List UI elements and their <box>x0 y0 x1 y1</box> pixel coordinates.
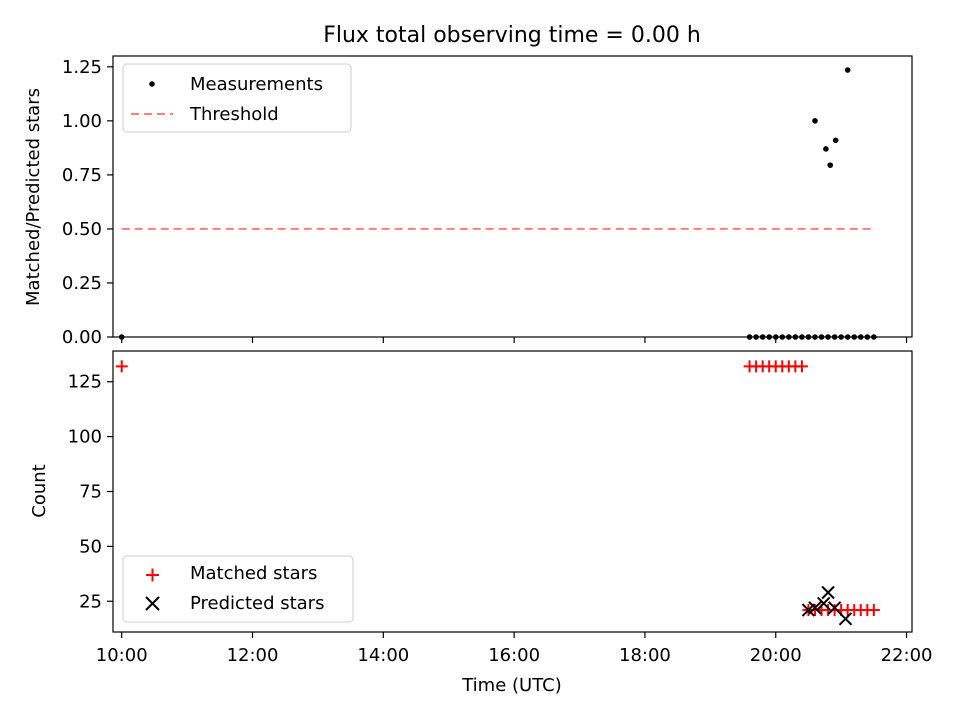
bottom-x-tick-label: 18:00 <box>619 645 671 666</box>
measurement-point <box>799 334 805 340</box>
matched-stars-legend-label: Matched stars <box>190 563 317 584</box>
predicted-stars-legend-label: Predicted stars <box>190 593 324 614</box>
measurement-point <box>805 334 812 340</box>
measurement-point <box>864 334 871 340</box>
measurement-point <box>825 334 831 340</box>
bottom-y-tick-label: 50 <box>79 536 102 557</box>
measurement-point <box>857 334 864 340</box>
measurement-point <box>838 334 844 340</box>
top-y-tick-label: 0.50 <box>62 219 102 240</box>
measurements-legend-label: Measurements <box>190 74 323 95</box>
threshold-legend-label: Threshold <box>189 104 279 125</box>
matched-star-point <box>867 604 880 617</box>
measurement-point <box>818 334 825 340</box>
measurement-point <box>766 334 773 340</box>
bottom-legend: Matched stars Predicted stars <box>122 555 354 623</box>
measurement-point <box>786 334 792 340</box>
predicted-star-point <box>816 596 831 611</box>
matched-star-point <box>795 360 808 373</box>
measurement-point <box>772 334 779 340</box>
matched-star-point <box>115 360 128 373</box>
bottom-y-tick-label: 75 <box>79 482 102 503</box>
bottom-x-tick-label: 14:00 <box>357 645 409 666</box>
top-y-tick-label: 0.75 <box>62 165 102 186</box>
measurement-point <box>759 334 766 340</box>
measurement-point <box>844 67 851 73</box>
predicted-star-point <box>821 585 835 600</box>
bottom-y-tick-label: 100 <box>68 427 102 448</box>
measurement-point <box>832 137 839 144</box>
bottom-y-tick-label: 125 <box>68 372 102 393</box>
top-y-tick-label: 1.25 <box>62 57 102 78</box>
top-legend-box <box>122 63 352 133</box>
measurements-legend-marker <box>149 81 155 87</box>
measurement-point <box>823 146 829 152</box>
bottom-y-axis-label: Count <box>29 464 50 517</box>
predicted-stars-legend-marker <box>145 596 160 611</box>
measurement-point <box>792 334 799 340</box>
measurement-point <box>831 334 838 340</box>
bottom-legend-box <box>122 555 354 623</box>
matched-stars-legend-marker <box>146 568 159 582</box>
measurement-point <box>851 334 858 340</box>
bottom-x-tick-label: 20:00 <box>750 645 802 666</box>
measurement-point <box>871 334 877 340</box>
top-axes-frame <box>112 55 913 338</box>
top-y-tick-label: 0.25 <box>62 273 102 294</box>
measurement-point <box>812 334 818 340</box>
top-y-axis-label: Matched/Predicted stars <box>23 88 44 306</box>
bottom-x-tick-label: 12:00 <box>227 645 279 666</box>
predicted-star-point <box>808 601 822 615</box>
measurement-point <box>746 334 753 340</box>
measurement-point <box>827 162 834 168</box>
top-y-tick-label: 0.00 <box>62 327 102 348</box>
measurement-point <box>812 118 818 124</box>
top-y-tick-label: 1.00 <box>62 111 102 132</box>
bottom-y-tick-label: 25 <box>79 591 102 612</box>
top-plot-area: 0.00 0.25 0.50 0.75 1.00 1.25 <box>62 55 913 348</box>
measurement-point <box>118 334 125 340</box>
measurement-point <box>753 334 759 340</box>
top-legend: Measurements Threshold <box>122 63 352 133</box>
x-axis-label: Time (UTC) <box>461 675 562 696</box>
bottom-x-tick-label: 10:00 <box>96 645 148 666</box>
measurement-point <box>779 334 786 340</box>
chart-title: Flux total observing time = 0.00 h <box>323 23 701 48</box>
measurement-point <box>844 334 851 340</box>
predicted-star-point <box>838 612 853 626</box>
bottom-x-tick-label: 16:00 <box>488 645 540 666</box>
bottom-plot-area: 25 50 75 100 125 10:00 12:00 14:00 16:00 18:00 20:… <box>68 350 933 666</box>
predicted-star-point <box>827 601 842 615</box>
bottom-x-tick-label: 22:00 <box>881 645 933 666</box>
